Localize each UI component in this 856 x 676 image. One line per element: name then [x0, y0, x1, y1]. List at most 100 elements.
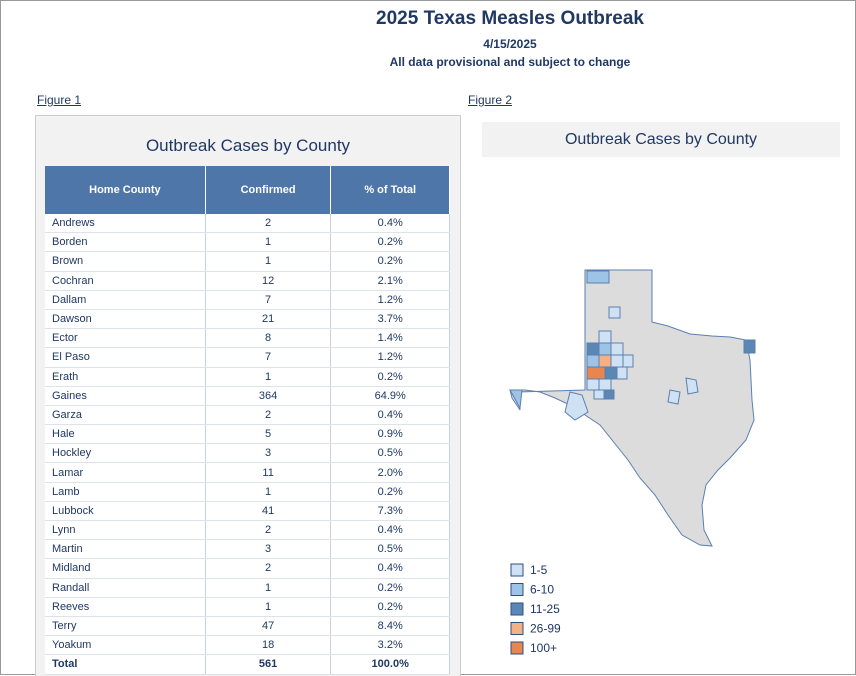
- cell: 8.4%: [330, 616, 450, 637]
- panel-title: Outbreak Cases by County: [482, 122, 840, 157]
- row: Erath 1 0.2%: [45, 367, 450, 387]
- cell: Yoakum: [45, 635, 206, 656]
- cell: 0.4%: [330, 405, 450, 426]
- row: Hale 5 0.9%: [45, 424, 450, 445]
- cell: Andrews: [45, 214, 206, 234]
- county: [598, 342, 612, 356]
- row: Martin 3 0.5%: [45, 539, 450, 560]
- county: [586, 366, 606, 380]
- cell: Midland: [45, 558, 206, 579]
- cell: 18: [205, 635, 332, 656]
- county: [743, 339, 756, 354]
- cell: 561: [205, 654, 332, 675]
- title: 2025 Texas Measles Outbreak: [376, 8, 644, 29]
- legend-label: 11-25: [530, 602, 560, 616]
- column-header: Home County: [45, 166, 206, 214]
- texas: [509, 269, 755, 547]
- cell: 3: [205, 539, 332, 560]
- cell: 3.2%: [330, 635, 450, 656]
- cell: 0.4%: [330, 558, 450, 579]
- cell: 2: [205, 405, 332, 426]
- cell: Gaines: [45, 386, 206, 406]
- cell: El Paso: [45, 347, 206, 368]
- cell: 0.5%: [330, 443, 450, 464]
- row: Reeves 1 0.2%: [45, 597, 450, 617]
- cell: 1.2%: [330, 290, 450, 310]
- row: Midland 2 0.4%: [45, 558, 450, 579]
- cell: Hale: [45, 424, 206, 445]
- cell: 5: [205, 424, 332, 445]
- cell: 364: [205, 386, 332, 406]
- cell: 1: [205, 232, 332, 253]
- cell: 3: [205, 443, 332, 464]
- legend-label: 6-10: [530, 583, 554, 597]
- header-row: Home County Confirmed% of Total: [45, 166, 450, 214]
- row: Randall 1 0.2%: [45, 578, 450, 598]
- cell: 2: [205, 520, 332, 541]
- legend: 1-5 6-10 11-25 26-99 100+: [510, 563, 561, 655]
- cell: 7: [205, 290, 332, 310]
- cell: Lubbock: [45, 501, 206, 522]
- cell: 3.7%: [330, 309, 450, 330]
- cell: 0.9%: [330, 424, 450, 445]
- cell: 2: [205, 558, 332, 579]
- cell: 8: [205, 328, 332, 349]
- county: [616, 366, 628, 380]
- cell: Ector: [45, 328, 206, 349]
- panel: Outbreak Cases by County Home County Conf…: [35, 115, 461, 676]
- cell: 7.3%: [330, 501, 450, 522]
- row: Garza 2 0.4%: [45, 405, 450, 426]
- cell: Terry: [45, 616, 206, 637]
- county: [593, 389, 605, 400]
- cell: 0.2%: [330, 482, 450, 502]
- row: Brown 1 0.2%: [45, 251, 450, 272]
- county: [610, 342, 624, 356]
- cell: 0.2%: [330, 251, 450, 272]
- row: Cochran 12 2.1%: [45, 271, 450, 291]
- cell: 1: [205, 578, 332, 598]
- county: [586, 354, 600, 368]
- cell: 2: [205, 214, 332, 234]
- cell: Martin: [45, 539, 206, 560]
- date: 4/15/2025: [483, 37, 537, 51]
- cell: 1: [205, 251, 332, 272]
- row: Lamar 11 2.0%: [45, 462, 450, 483]
- county: [509, 389, 523, 410]
- cell: 21: [205, 309, 332, 330]
- figure-link[interactable]: Figure 2: [468, 93, 513, 107]
- county: [598, 330, 612, 344]
- cell: 12: [205, 271, 332, 291]
- row: Gaines 364 64.9%: [45, 386, 450, 406]
- row: Lynn 2 0.4%: [45, 520, 450, 541]
- panel-title: Outbreak Cases by County: [145, 136, 351, 155]
- county: [586, 378, 600, 391]
- cell: 100.0%: [330, 654, 450, 675]
- row: El Paso 7 1.2%: [45, 347, 450, 368]
- county: [586, 342, 600, 356]
- row: Yoakum 18 3.2%: [45, 635, 450, 656]
- row: Hockley 3 0.5%: [45, 443, 450, 464]
- county: [598, 354, 612, 368]
- row: Andrews 2 0.4%: [45, 214, 450, 234]
- row: Ector 8 1.4%: [45, 328, 450, 349]
- legend-label: 26-99: [530, 622, 561, 636]
- county: [604, 366, 618, 380]
- legend-swatch: [510, 641, 524, 655]
- cell: 64.9%: [330, 386, 450, 406]
- county: [598, 378, 612, 391]
- total-row: Total 561 100.0%: [45, 654, 450, 675]
- cell: Lynn: [45, 520, 206, 541]
- cell: 11: [205, 462, 332, 483]
- cell: 1: [205, 367, 332, 387]
- table: Home County Confirmed% of Total Andrews 2 0.…: [45, 166, 450, 675]
- cell: 2.0%: [330, 462, 450, 483]
- cell: 1: [205, 597, 332, 617]
- cell: 41: [205, 501, 332, 522]
- cell: 2.1%: [330, 271, 450, 291]
- cell: 0.2%: [330, 578, 450, 598]
- legend-swatch: [510, 602, 524, 616]
- figure-link[interactable]: Figure 1: [37, 93, 82, 107]
- cell: Total: [45, 654, 206, 675]
